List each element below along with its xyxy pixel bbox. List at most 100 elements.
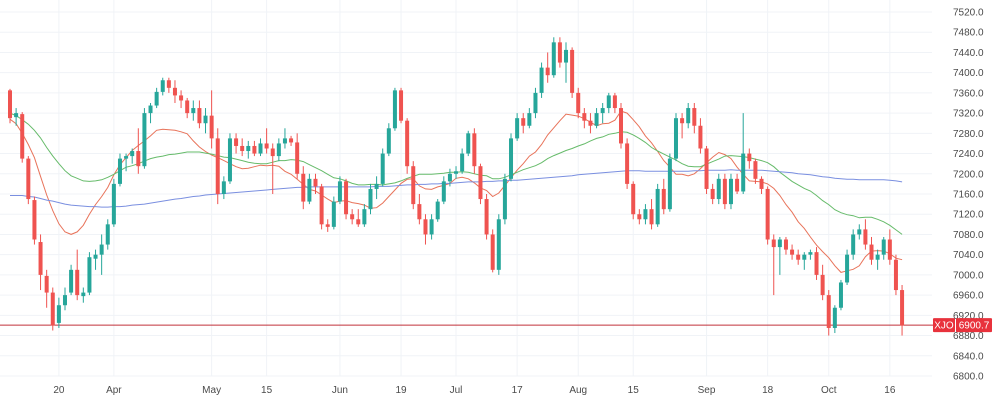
candle [368, 183, 373, 215]
candle-body [215, 138, 220, 194]
y-tick-label: 6800.0 [953, 372, 984, 383]
candle-body [203, 115, 208, 124]
candle [771, 234, 776, 296]
y-tick-label: 6840.0 [953, 351, 984, 362]
y-tick-label: 7080.0 [953, 230, 984, 241]
candle [276, 138, 281, 162]
candle-body [576, 92, 581, 114]
candle-body [625, 143, 630, 184]
candle-body [704, 148, 709, 189]
candle [197, 100, 202, 129]
candle-body [319, 186, 324, 225]
candle-body [50, 292, 55, 326]
candle [673, 113, 678, 162]
candle-body [527, 113, 532, 126]
candle [704, 145, 709, 194]
candle-body [136, 151, 141, 167]
candle-body [472, 133, 477, 167]
candle-body [637, 214, 642, 220]
candle-body [692, 108, 697, 126]
candle [105, 219, 110, 250]
candle-body [863, 229, 868, 245]
candle [631, 181, 636, 220]
candle [533, 87, 538, 119]
candle-body [777, 239, 782, 248]
y-tick-label: 7360.0 [953, 88, 984, 99]
candle [344, 178, 349, 220]
candle [606, 92, 611, 114]
candle-body [69, 269, 74, 293]
candle [8, 88, 12, 124]
candle-body [350, 214, 355, 220]
candle-body [447, 173, 452, 182]
candle-body [588, 120, 593, 126]
candle [99, 234, 104, 275]
candle [87, 252, 92, 296]
candle [783, 236, 788, 255]
candle [258, 138, 263, 157]
candle [735, 173, 740, 194]
candle-body [594, 113, 599, 126]
candle [802, 252, 807, 270]
candle [900, 285, 905, 336]
candle-body [411, 166, 416, 205]
candle [594, 108, 599, 129]
candle [417, 194, 422, 225]
candle-body [81, 292, 86, 297]
candle [411, 161, 416, 210]
candle [441, 176, 446, 205]
x-axis: 20 Apr May 15 Jun 19 Jul 17 Aug 15 Sep 18 Oct 16 [53, 385, 896, 396]
candle-body [264, 143, 269, 149]
candle-body [539, 67, 544, 93]
candle-body [166, 80, 171, 88]
candle-body [368, 188, 373, 210]
candle [661, 178, 666, 215]
candle [466, 130, 471, 157]
candle-body [417, 204, 422, 220]
candle [515, 113, 520, 141]
candle [111, 178, 116, 227]
candle-body [356, 219, 361, 225]
x-tick-label: Sep [698, 385, 716, 396]
candle-body [191, 108, 196, 114]
candle-body [313, 178, 318, 187]
candle [331, 196, 336, 230]
y-tick-label: 7280.0 [953, 129, 984, 140]
candle-body [362, 209, 367, 225]
candle [680, 113, 685, 139]
candle-body [325, 224, 330, 227]
candle-body [460, 153, 465, 172]
candle [325, 219, 330, 232]
candle-body [154, 91, 159, 106]
candle-body [429, 219, 434, 235]
candle [832, 305, 837, 334]
candle [521, 113, 526, 134]
candle [227, 133, 232, 184]
candle-body [661, 188, 666, 210]
candle [405, 118, 410, 174]
candle [490, 229, 495, 273]
y-tick-label: 7000.0 [953, 270, 984, 281]
candle-body [14, 113, 19, 118]
candle-body [557, 42, 562, 63]
candle [649, 199, 654, 230]
candle [423, 214, 428, 245]
candle-body [282, 138, 287, 144]
candle [796, 249, 801, 265]
y-tick-label: 7240.0 [953, 149, 984, 160]
grid-lines [0, 0, 932, 377]
candle-body [649, 209, 654, 225]
candle [221, 176, 226, 200]
candle-body [838, 282, 843, 308]
candle [117, 153, 122, 187]
candle-body [454, 171, 459, 174]
candle-body [209, 115, 214, 139]
candle [502, 173, 507, 225]
candle-body [582, 113, 587, 121]
candle-body [710, 188, 715, 200]
candle [753, 158, 758, 184]
candle [435, 199, 440, 222]
candle-body [75, 269, 80, 296]
candle [350, 209, 355, 225]
